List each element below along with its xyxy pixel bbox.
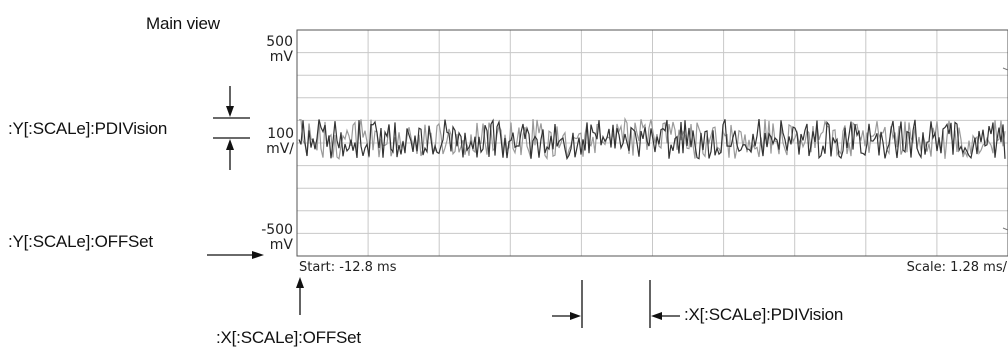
y-bottom-unit: mV	[269, 237, 293, 253]
y-bottom-label: -500 mV	[261, 223, 293, 253]
y-scale-value: 100	[267, 126, 294, 142]
y-scale-label: 100 mV/	[266, 127, 294, 157]
y-offset-arrow-head	[252, 251, 264, 259]
callout-x-offset: :X[:SCALe]:OFFSet	[216, 328, 361, 347]
x-pdiv-arrow-left-head	[651, 312, 662, 320]
y-top-unit: mV	[269, 49, 293, 65]
callout-y-offset: :Y[:SCALe]:OFFSet	[8, 232, 153, 251]
callout-y-pdivision: :Y[:SCALe]:PDIVision	[8, 119, 168, 138]
x-pdiv-arrow-right-head	[570, 312, 581, 320]
right-edge-ticks	[1002, 67, 1008, 231]
y-pdiv-arrow-down-head	[226, 106, 234, 117]
y-top-value: 500	[266, 34, 293, 50]
plot-frame	[296, 29, 1008, 257]
waveform-traces	[298, 116, 1006, 161]
x-offset-arrow-head	[296, 277, 304, 288]
x-start-label: Start: -12.8 ms	[299, 260, 397, 275]
x-scale-label: Scale: 1.28 ms/	[906, 260, 1007, 275]
trace-dark	[298, 118, 1006, 161]
y-scale-unit: mV/	[266, 141, 294, 157]
y-top-label: 500 mV	[266, 35, 293, 65]
y-pdiv-arrow-up-head	[226, 139, 234, 150]
callout-x-pdivision: :X[:SCALe]:PDIVision	[684, 305, 844, 324]
plot-grid	[297, 30, 1008, 256]
view-title: Main view	[146, 14, 220, 33]
y-bottom-value: -500	[261, 222, 293, 238]
